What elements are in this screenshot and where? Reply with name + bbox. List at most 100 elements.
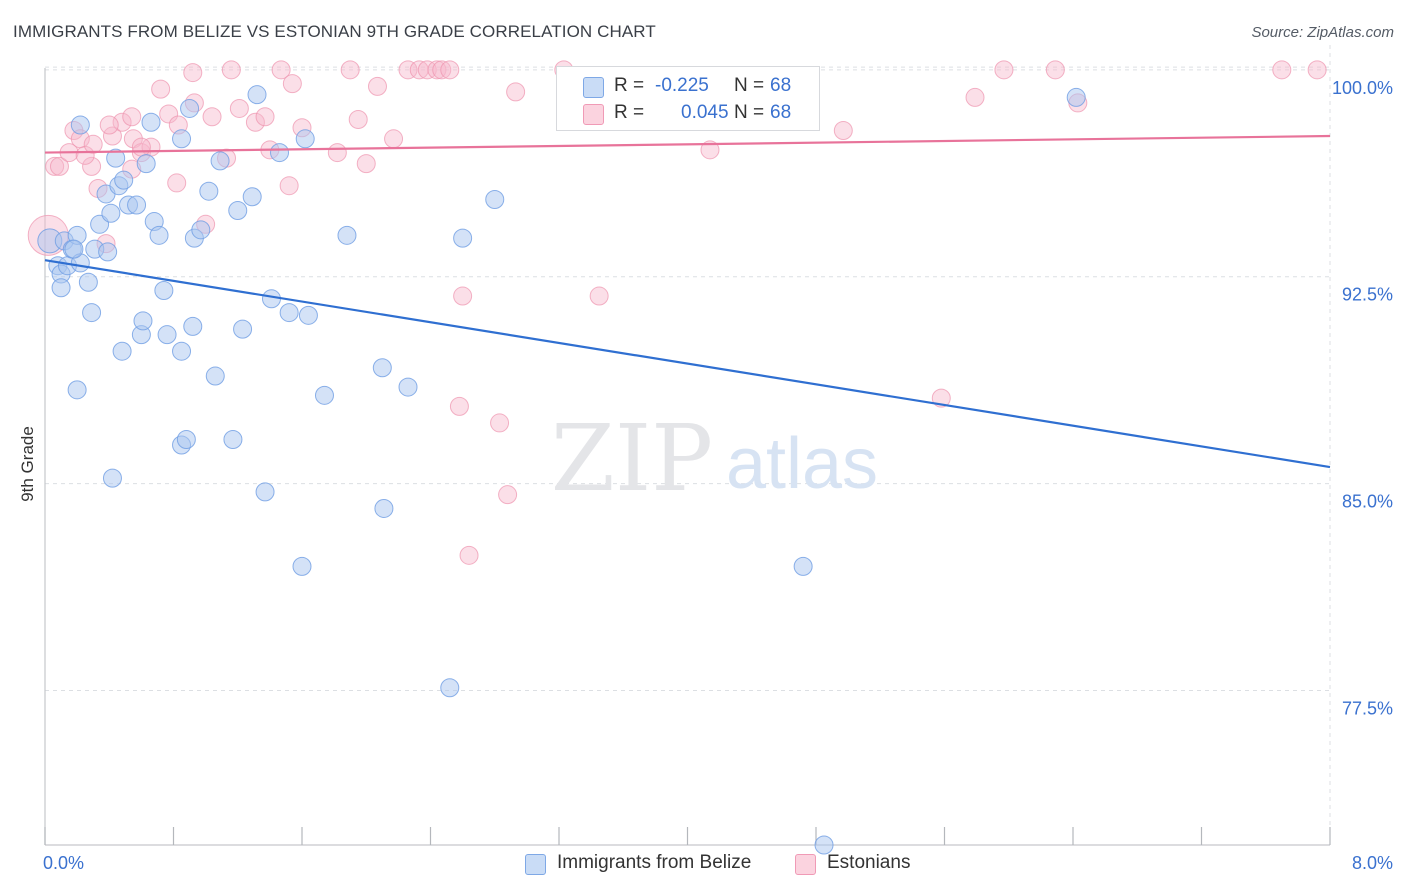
belize-point — [210, 151, 230, 171]
estonian-point — [417, 60, 437, 80]
belize-point — [51, 278, 71, 298]
belize-point — [133, 311, 153, 331]
tick-labels: 100.0% 92.5% 85.0% 77.5% 0.0% 8.0% — [43, 78, 1393, 873]
belize-point — [70, 115, 90, 135]
belize-point — [440, 678, 460, 698]
belize-point — [374, 498, 394, 518]
estonian-point — [327, 143, 347, 163]
stats-legend: R = -0.225 N = 68 R = 0.045 N = 68 — [556, 66, 820, 131]
belize-point — [112, 341, 132, 361]
r-value: 0.045 — [681, 102, 729, 123]
belize-point — [78, 272, 98, 292]
estonian-point — [122, 107, 142, 127]
axes — [44, 68, 1331, 846]
estonian-trend-line — [44, 134, 1331, 154]
belize-point — [261, 289, 281, 309]
estonian-swatch — [583, 104, 604, 125]
estonian-point — [931, 388, 951, 408]
belize-point — [1066, 87, 1086, 107]
belize-point — [183, 316, 203, 336]
y-axis-label: 9th Grade — [18, 426, 37, 502]
estonian-point — [282, 74, 302, 94]
belize-point — [314, 385, 334, 405]
belize-point — [398, 377, 418, 397]
r-label: R = — [614, 102, 645, 123]
belize-point — [172, 341, 192, 361]
belize-point — [337, 225, 357, 245]
estonian-point — [102, 126, 122, 146]
belize-point — [82, 303, 102, 323]
belize-point — [98, 242, 118, 262]
estonian-point — [159, 104, 179, 124]
n-value: 68 — [770, 75, 792, 96]
belize-point — [172, 129, 192, 149]
watermark-zip: ZIP — [551, 405, 713, 512]
belize-point — [485, 189, 505, 209]
belize-swatch — [583, 77, 604, 98]
estonian-point — [1272, 60, 1292, 80]
estonian-point — [348, 109, 368, 129]
y-tick-label: 92.5% — [1342, 285, 1393, 305]
legend-label: Estonians — [827, 852, 911, 873]
estonian-point — [131, 137, 151, 157]
belize-point — [106, 148, 126, 168]
belize-point — [102, 468, 122, 488]
belize-point — [141, 112, 161, 132]
estonian-point — [340, 60, 360, 80]
belize-legend-swatch — [525, 854, 546, 875]
estonian-point — [271, 60, 291, 80]
belize-point — [298, 305, 318, 325]
estonian-point — [994, 60, 1014, 80]
belize-point — [223, 429, 243, 449]
estonian-point — [490, 413, 510, 433]
estonian-point — [589, 286, 609, 306]
estonian-point — [1307, 60, 1327, 80]
belize-point — [101, 203, 121, 223]
belize-trend-line — [44, 259, 1331, 469]
estonian-point — [99, 115, 119, 135]
belize-point — [793, 556, 813, 576]
estonian-point — [367, 76, 387, 96]
estonian-point — [183, 63, 203, 83]
estonian-point — [965, 87, 985, 107]
estonian-point — [45, 156, 65, 176]
estonian-point — [440, 60, 460, 80]
x-tick-label: 0.0% — [43, 853, 84, 873]
trend-lines — [44, 134, 1331, 469]
estonian-point — [167, 173, 187, 193]
estonian-point — [279, 176, 299, 196]
n-label: N = — [734, 75, 765, 96]
estonian-point — [449, 396, 469, 416]
chart-title: IMMIGRANTS FROM BELIZE VS ESTONIAN 9TH G… — [13, 22, 656, 41]
estonian-point — [202, 107, 222, 127]
estonian-points — [27, 60, 1327, 565]
belize-point — [136, 154, 156, 174]
belize-point — [372, 358, 392, 378]
belize-point — [247, 85, 267, 105]
belize-points — [37, 85, 1086, 855]
estonian-point — [83, 134, 103, 154]
belize-point — [127, 195, 147, 215]
estonian-point — [459, 545, 479, 565]
belize-point — [205, 366, 225, 386]
belize-point — [255, 482, 275, 502]
y-tick-label: 85.0% — [1342, 492, 1393, 512]
watermark-atlas: atlas — [726, 424, 878, 504]
estonian-point — [356, 154, 376, 174]
estonian-point — [245, 112, 265, 132]
estonian-point — [384, 129, 404, 149]
x-tick-label: 8.0% — [1352, 853, 1393, 873]
estonian-legend-swatch — [795, 854, 816, 875]
belize-point — [295, 129, 315, 149]
y-tick-label: 77.5% — [1342, 699, 1393, 719]
belize-point — [180, 98, 200, 118]
belize-point — [292, 556, 312, 576]
estonian-point — [833, 121, 853, 141]
belize-point — [199, 181, 219, 201]
belize-point — [228, 201, 248, 221]
belize-point — [67, 380, 87, 400]
legend-label: Immigrants from Belize — [557, 852, 752, 873]
estonian-point — [453, 286, 473, 306]
estonian-point — [1045, 60, 1065, 80]
